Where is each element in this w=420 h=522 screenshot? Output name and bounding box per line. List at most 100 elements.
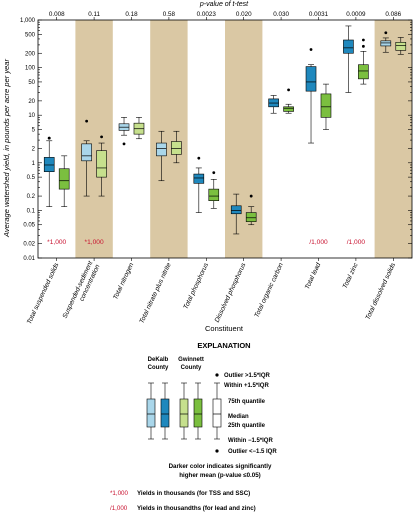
category-label-line: Total dissolved solids: [365, 261, 398, 321]
iqr-box: [156, 142, 167, 157]
plot-frame: [37, 19, 413, 259]
outlier-point: [212, 171, 216, 175]
legend-q75: 75th quantile: [228, 399, 266, 405]
dekalb-box: [118, 117, 130, 146]
gwinnett-box: [358, 38, 369, 85]
category-label-line: Dissolved phosphorus: [214, 261, 248, 323]
p-value-label: 0.18: [125, 11, 138, 18]
iqr-box: [245, 212, 257, 222]
iqr-box: [96, 150, 107, 178]
gwinnett-box: [245, 194, 257, 226]
category-label: Total dissolved solids: [365, 261, 398, 321]
legend-sample-boxes: [146, 382, 222, 440]
y-tick-label: 1,000: [20, 18, 36, 24]
y-tick-label: 20: [28, 99, 35, 105]
category-label: Total organic carbon: [253, 262, 285, 319]
iqr-box: [343, 39, 354, 54]
plot-area: 0.01 0.02 0.05 0.1 0.2 0.5 1 2 5 10 20 50 100 200 500 1…: [20, 11, 413, 325]
p-value-label: 0.008: [49, 11, 65, 18]
outlier-point: [100, 135, 103, 139]
lead-note-marker: /1,000: [110, 505, 128, 512]
p-value-label: 0.0031: [309, 11, 329, 18]
iqr-box: [230, 205, 242, 215]
category-label: Total nitrate plus nitrite: [138, 262, 172, 325]
legend-outlier-low-marker: [215, 449, 219, 453]
category-label: Dissolved phosphorus: [214, 261, 248, 323]
iqr-box: [305, 66, 317, 92]
y-tick-label: 1: [32, 161, 36, 167]
iqr-box: [193, 173, 205, 184]
top-axis-title: p-value of t-test: [199, 1, 249, 8]
scale-annotation: *1,000: [85, 239, 104, 246]
iqr-box: [380, 40, 392, 47]
legend: EXPLANATION DeKalb County Gwinnett Count…: [110, 341, 277, 512]
p-value-label: 0.0023: [197, 11, 217, 18]
category-label: Total phosphorus: [182, 261, 210, 310]
lead-note-text: Yields in thousandths (for lead and zinc…: [137, 505, 256, 512]
legend-title: EXPLANATION: [197, 341, 250, 350]
dekalb-box: [193, 156, 205, 213]
legend-gwinnett-label-1: Gwinnett: [178, 357, 204, 363]
category-label: Total lead: [304, 262, 322, 291]
p-value-label: 0.086: [385, 11, 401, 18]
category-label-line: Total zinc: [342, 261, 360, 290]
legend-iqr-box: [212, 398, 222, 428]
category-label: Total suspended solids: [26, 261, 61, 325]
outlier-point: [287, 88, 290, 92]
legend-q25: 25th quantile: [228, 423, 266, 429]
y-tick-label: 10: [28, 113, 35, 119]
p-value-label: 0.0009: [346, 11, 366, 18]
darker-note-2: higher mean (p-value ≤0.05): [179, 472, 260, 479]
category-label-line: Total phosphorus: [182, 261, 210, 310]
legend-iqr-box: [160, 398, 170, 428]
y-tick-label: 0.05: [23, 223, 35, 229]
outlier-point: [85, 119, 89, 123]
p-value-label: 0.030: [273, 11, 289, 18]
iqr-box: [395, 42, 407, 51]
y-tick-label: 200: [25, 51, 36, 57]
category-label-line: Total nitrogen: [112, 262, 135, 301]
p-value-label: 0.020: [236, 11, 252, 18]
gwinnett-box: [58, 155, 70, 207]
legend-dekalb-label-1: DeKalb: [148, 357, 169, 363]
iqr-box: [171, 141, 182, 155]
category-label: Total nitrogen: [112, 262, 135, 301]
legend-dekalb-label-2: County: [148, 365, 169, 371]
y-tick-label: 50: [28, 80, 35, 86]
outlier-point: [122, 142, 126, 146]
y-axis-label: Average watershed yield, in pounds per a…: [2, 59, 11, 238]
p-value-label: 0.58: [163, 11, 176, 18]
tss-note-text: Yields in thousands (for TSS and SSC): [137, 490, 250, 497]
dekalb-box: [305, 48, 317, 144]
dekalb-box: [230, 193, 242, 235]
legend-iqr-box: [193, 398, 203, 428]
category-label: Suspended-sedimentconcentration: [62, 259, 102, 323]
legend-within-high: Within +1.5*IQR: [224, 383, 269, 389]
y-tick-label: 0.01: [23, 256, 35, 262]
scale-annotation: /1,000: [309, 239, 328, 246]
outlier-point: [249, 194, 253, 198]
legend-median: Median: [228, 414, 249, 420]
y-tick-label: 100: [25, 66, 36, 72]
category-label-line: Total suspended solids: [26, 261, 61, 325]
legend-box: [146, 382, 156, 440]
iqr-box: [43, 157, 55, 173]
outlier-point: [361, 38, 365, 42]
category-label-line: Total nitrate plus nitrite: [138, 262, 172, 325]
y-tick-label: 500: [25, 32, 36, 38]
gwinnett-box: [208, 171, 220, 209]
outlier-point: [47, 136, 51, 140]
scale-annotation: /1,000: [347, 239, 366, 246]
y-tick-label: 0.5: [27, 175, 36, 181]
darker-note-1: Darker color indicates significantly: [169, 463, 272, 470]
shaded-band: [75, 20, 113, 258]
legend-outlier-high: Outlier >1.5*IQR: [224, 373, 271, 379]
category-label: Total zinc: [342, 261, 360, 290]
scale-annotation: *1,000: [47, 239, 66, 246]
legend-within-low: Within −1.5*IQR: [228, 438, 273, 444]
legend-outlier-low: Outlier <−1.5 IQR: [228, 449, 277, 455]
gwinnett-box: [283, 88, 294, 114]
shaded-band: [150, 20, 188, 258]
legend-gwinnett-label-2: County: [181, 365, 202, 371]
